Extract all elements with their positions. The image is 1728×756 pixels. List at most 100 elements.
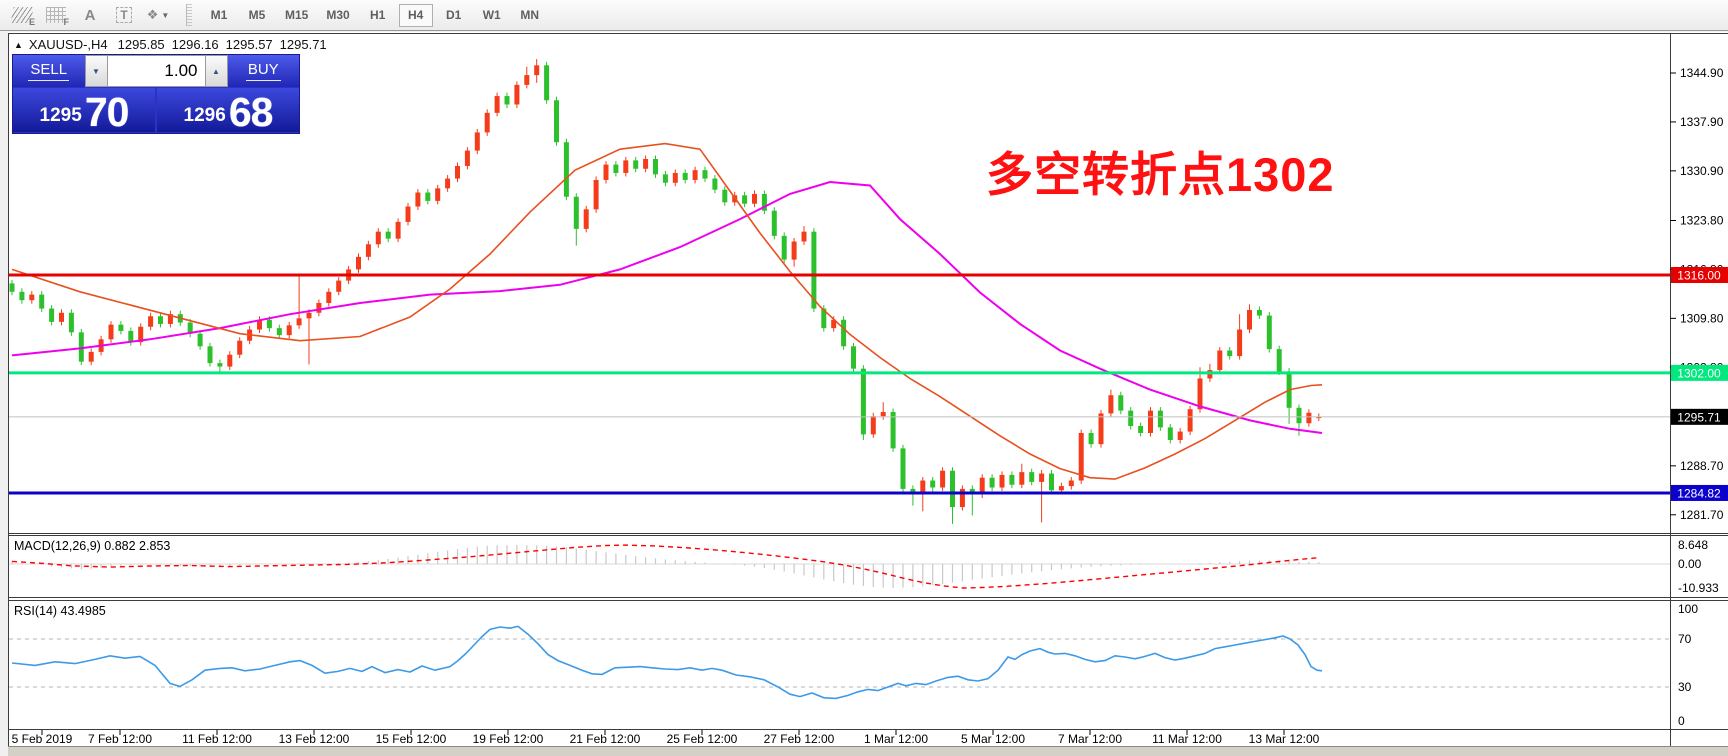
one-click-trading-panel: SELL ▼ 1.00 ▲ BUY 1295 70 1296 68 (12, 54, 300, 134)
candle-body (851, 346, 856, 369)
candle-body (920, 480, 926, 492)
candle-body (1118, 395, 1124, 411)
candle-body (59, 312, 64, 322)
rsi-scale-label: 30 (1678, 680, 1692, 694)
sell-price-box[interactable]: 1295 70 (13, 88, 155, 133)
candle-body (217, 363, 223, 367)
buy-button[interactable]: BUY (227, 55, 299, 87)
candle-body (1266, 315, 1272, 350)
volume-increase-button[interactable]: ▲ (204, 55, 228, 87)
price-tick-label: 1323.80 (1680, 213, 1724, 227)
candle-body (524, 75, 530, 85)
horizontal-scrollbar[interactable] (8, 747, 1728, 756)
candle-body (138, 326, 144, 343)
candle-body (633, 160, 639, 169)
candle-body (643, 158, 649, 169)
text-label-tool-button[interactable]: A (74, 3, 106, 27)
candle-body (781, 235, 787, 260)
tf-h4-button[interactable]: H4 (398, 3, 433, 27)
candle-body (266, 319, 272, 329)
toolbar-gripper[interactable] (186, 4, 192, 26)
candle-body (68, 312, 74, 333)
time-axis-label: 21 Feb 12:00 (570, 732, 641, 746)
candle-body (504, 96, 510, 105)
candle-body (860, 368, 866, 435)
candle-body (593, 179, 599, 210)
sell-price-small: 1295 (39, 105, 82, 126)
candle-body (197, 333, 203, 347)
tf-m30-button[interactable]: M30 (326, 7, 350, 22)
price-badge (1671, 484, 1728, 501)
candle-body (563, 142, 569, 197)
time-axis-label: 11 Feb 12:00 (182, 732, 252, 746)
tf-w1-button[interactable]: W1 (482, 7, 501, 22)
candle-body (118, 324, 124, 331)
candle-body (29, 294, 35, 301)
collapse-triangle-icon[interactable]: ▲ (14, 39, 23, 50)
macd-scale-label: 8.648 (1678, 538, 1708, 552)
letter-a-icon: A (84, 6, 96, 24)
candle-body (1019, 472, 1025, 485)
candle-body (425, 192, 431, 201)
top-toolbar: E F A T ❖ ▼ M1 M5 M15 M30 H1 H4 D1 W1 MN (0, 0, 1728, 31)
candle-body (1256, 309, 1262, 316)
candle-body (78, 332, 84, 362)
drawing-tools-group: E F A T ❖ ▼ (0, 3, 176, 27)
grid-sub-label: F (63, 17, 70, 27)
tf-m5-button[interactable]: M5 (248, 7, 266, 22)
candle-body (375, 231, 381, 245)
candle-body (613, 164, 619, 173)
candle-body (692, 170, 698, 180)
tf-m1-button[interactable]: M1 (210, 7, 228, 22)
tf-mn-button[interactable]: MN (520, 7, 540, 22)
price-badge-label: 1295.71 (1677, 410, 1721, 424)
price-badge-label: 1284.82 (1677, 486, 1721, 500)
price-tick-label: 1330.90 (1680, 164, 1724, 178)
time-axis-label: 19 Feb 12:00 (473, 732, 544, 746)
candle-body (1068, 480, 1074, 487)
price-tick-label: 1309.80 (1680, 311, 1724, 325)
tf-h1-button[interactable]: H1 (370, 7, 386, 22)
candle-body (1276, 349, 1282, 372)
sell-button[interactable]: SELL (13, 55, 85, 87)
time-axis-label: 27 Feb 12:00 (764, 732, 835, 746)
ma-fast-line (11, 142, 1323, 480)
candle-body (1029, 472, 1035, 482)
candle-body (514, 84, 520, 105)
tf-d1-button[interactable]: D1 (446, 7, 462, 22)
price-badge (1671, 364, 1728, 381)
candle-body (187, 322, 193, 334)
buy-price-box[interactable]: 1296 68 (157, 88, 299, 133)
candle-body (49, 308, 55, 322)
rsi-line (11, 625, 1323, 700)
time-axis-label: 1 Mar 12:00 (864, 732, 928, 746)
candle-body (1108, 395, 1114, 414)
ma-slow-line (11, 180, 1323, 434)
price-badge (1671, 408, 1728, 425)
candle-body (880, 412, 886, 417)
price-tick-label: 1344.90 (1680, 66, 1724, 80)
hatch-pattern-tool-button[interactable]: E (6, 3, 38, 27)
spin-up-icon: ▲ (212, 66, 220, 76)
text-box-tool-button[interactable]: T (108, 3, 140, 27)
volume-input[interactable]: 1.00 (107, 55, 205, 87)
tf-m15-button[interactable]: M15 (285, 7, 309, 22)
candle-body (365, 244, 371, 257)
volume-decrease-button[interactable]: ▼ (84, 55, 108, 87)
time-axis-label: 7 Mar 12:00 (1058, 732, 1122, 746)
candle-body (1088, 432, 1094, 445)
price-tick-label: 1288.70 (1680, 459, 1724, 473)
candle-body (662, 174, 668, 183)
candle-body (1009, 474, 1015, 485)
candle-body (544, 65, 550, 101)
arrange-symbols-tool-button[interactable]: ❖ ▼ (142, 3, 174, 27)
price-badge-label: 1316.00 (1677, 269, 1721, 283)
candle-body (1138, 425, 1144, 433)
grid-pattern-tool-button[interactable]: F (40, 3, 72, 27)
candle-body (821, 308, 827, 329)
candle-body (742, 195, 748, 204)
candle-body (445, 178, 451, 189)
candle-body (940, 470, 946, 488)
candle-body (128, 330, 134, 343)
